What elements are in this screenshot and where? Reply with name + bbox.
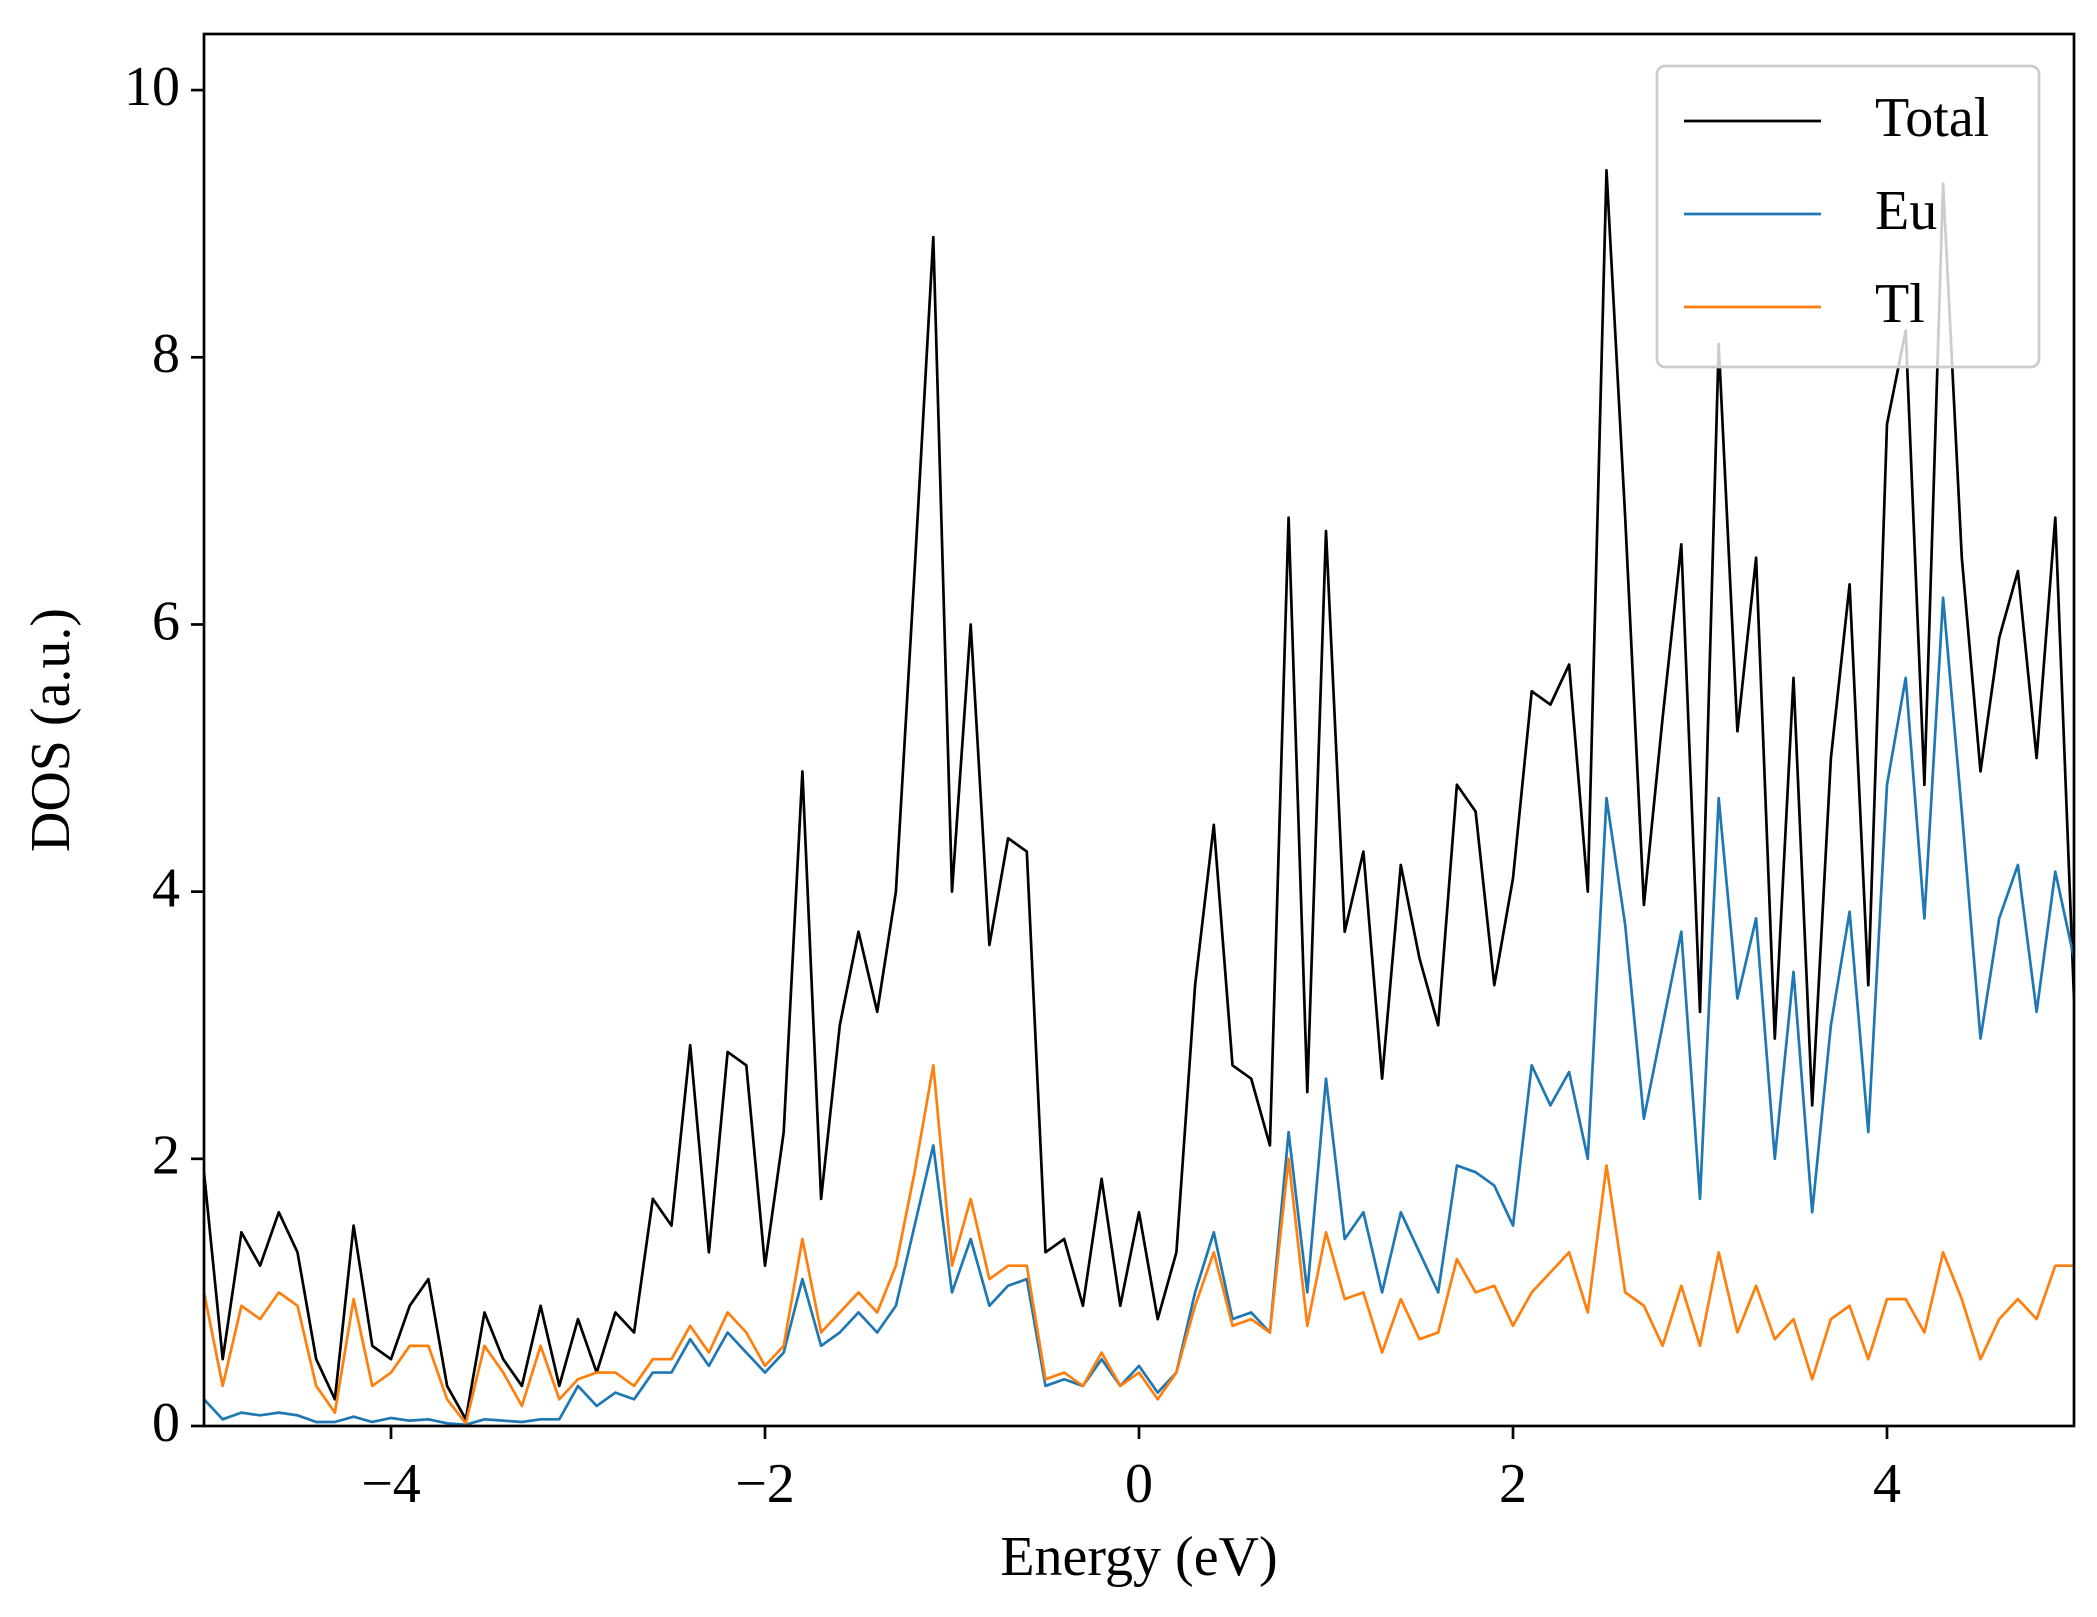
x-tick-label: −2 bbox=[735, 1453, 795, 1515]
y-tick-label: 6 bbox=[152, 590, 180, 652]
y-tick-label: 2 bbox=[152, 1125, 180, 1187]
series-line bbox=[204, 596, 2074, 1426]
y-tick-label: 4 bbox=[152, 857, 180, 919]
legend-label: Total bbox=[1875, 87, 1989, 149]
plot-area bbox=[204, 168, 2074, 1426]
series-line bbox=[204, 1063, 2074, 1425]
y-axis-label: DOS (a.u.) bbox=[20, 608, 82, 852]
legend-label: Tl bbox=[1875, 273, 1925, 335]
x-tick-label: 0 bbox=[1125, 1453, 1153, 1515]
series-line bbox=[204, 168, 2074, 1421]
y-tick-label: 0 bbox=[152, 1392, 180, 1454]
legend-label: Eu bbox=[1875, 180, 1937, 242]
legend-box bbox=[1655, 64, 2041, 369]
x-axis-label: Energy (eV) bbox=[1000, 1526, 1277, 1588]
axes-frame bbox=[202, 32, 2076, 1428]
x-tick-label: −4 bbox=[361, 1453, 421, 1515]
y-tick-label: 8 bbox=[152, 323, 180, 385]
x-tick-label: 2 bbox=[1499, 1453, 1527, 1515]
y-tick-label: 10 bbox=[124, 56, 180, 118]
x-tick-label: 4 bbox=[1873, 1453, 1901, 1515]
